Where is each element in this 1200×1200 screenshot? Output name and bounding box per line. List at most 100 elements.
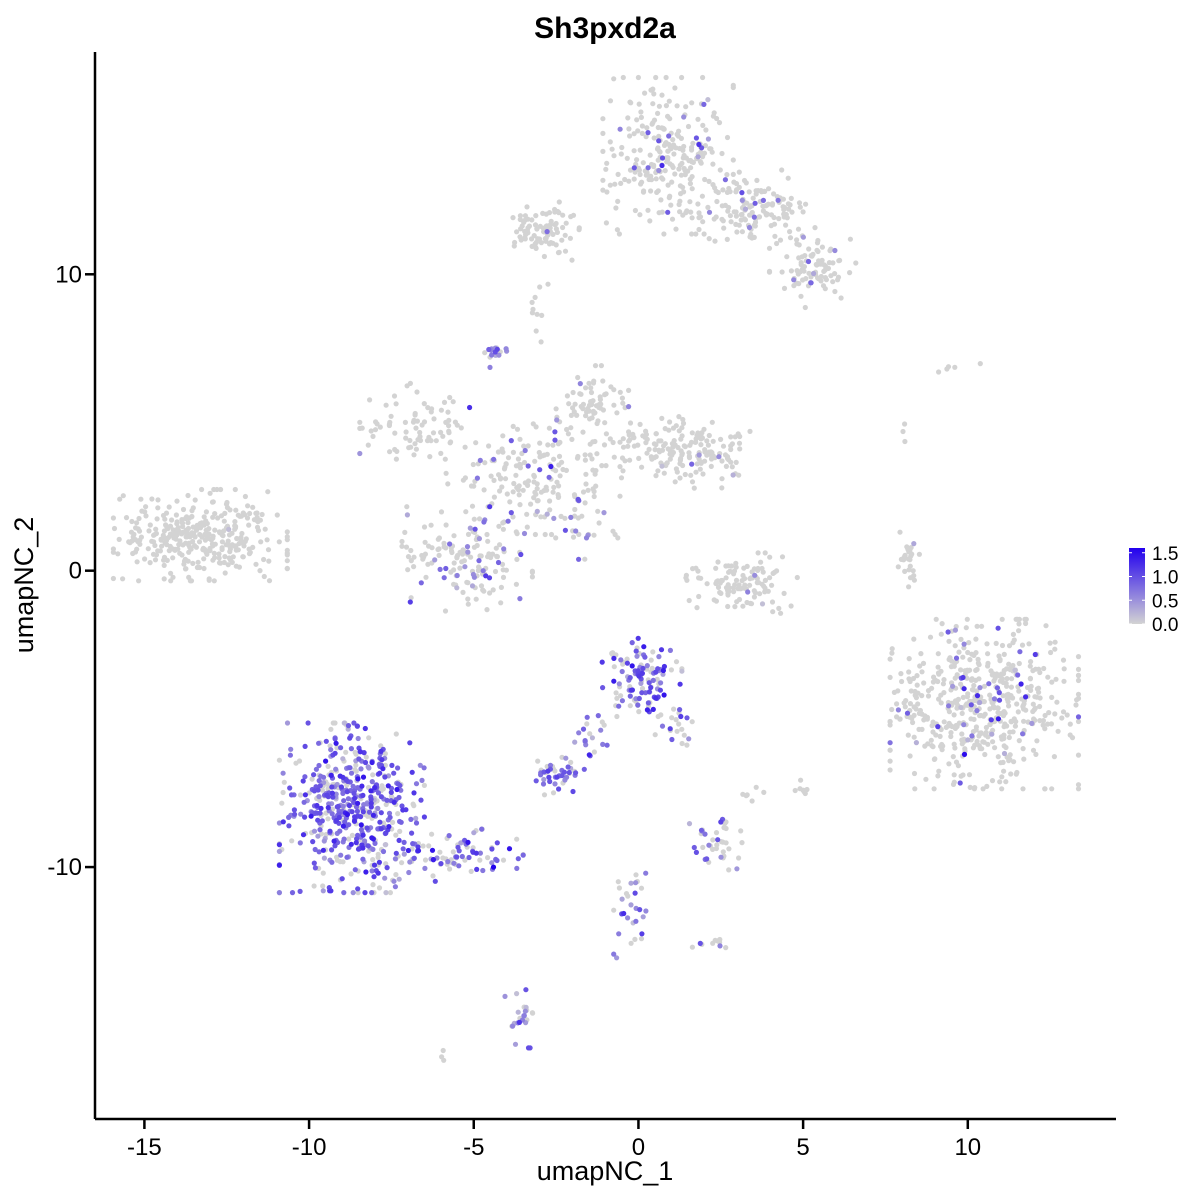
cell-point — [507, 499, 513, 505]
cell-point — [775, 197, 781, 203]
cell-point — [435, 546, 441, 553]
cell-point — [547, 498, 553, 504]
cell-point — [403, 544, 410, 550]
cell-point — [796, 242, 802, 248]
cell-point — [686, 821, 693, 827]
cell-point — [458, 425, 464, 431]
cell-point — [974, 738, 980, 745]
cell-point — [291, 807, 297, 813]
cell-point — [438, 509, 445, 515]
cell-point — [340, 756, 346, 762]
cell-point — [411, 790, 417, 796]
cell-point — [689, 174, 695, 180]
cell-point — [297, 792, 304, 798]
cell-point — [564, 774, 570, 780]
cell-point — [321, 780, 327, 786]
cell-point — [383, 890, 389, 896]
cell-point — [554, 774, 560, 780]
cell-point — [589, 735, 596, 741]
cell-point — [687, 442, 693, 448]
cell-point — [799, 254, 805, 260]
cell-point — [117, 496, 123, 502]
cell-point — [627, 457, 633, 463]
cell-point — [655, 110, 661, 116]
cell-point — [284, 550, 290, 556]
cell-point — [653, 669, 659, 675]
cell-point — [486, 443, 492, 449]
cell-point — [552, 222, 558, 228]
cell-point — [640, 665, 646, 672]
cell-point — [991, 696, 998, 702]
cell-point — [976, 676, 982, 682]
cell-point — [639, 931, 645, 937]
cell-point — [542, 531, 548, 538]
cell-point — [313, 766, 319, 772]
cell-point — [180, 542, 186, 548]
cell-point — [523, 987, 529, 993]
cell-point — [1074, 697, 1080, 703]
cell-point — [1064, 712, 1070, 718]
cell-point — [617, 493, 623, 499]
cell-point — [560, 466, 566, 473]
cell-point — [522, 1008, 529, 1014]
cell-point — [552, 429, 558, 435]
cell-point — [617, 439, 623, 445]
cell-point — [800, 209, 806, 215]
cell-point — [611, 454, 617, 460]
cell-point — [726, 867, 732, 873]
cell-point — [147, 522, 153, 528]
cell-point — [988, 717, 994, 723]
cell-point — [224, 505, 231, 511]
cell-point — [408, 595, 414, 601]
cell-point — [182, 566, 189, 572]
cell-point — [705, 204, 711, 210]
cell-point — [710, 182, 716, 188]
cell-point — [662, 168, 668, 174]
cell-point — [755, 550, 761, 556]
cell-point — [368, 800, 374, 806]
cell-point — [638, 114, 645, 120]
cell-point — [952, 660, 958, 666]
cell-point — [500, 526, 506, 532]
cell-point — [918, 651, 924, 657]
cell-point — [1075, 654, 1082, 660]
cell-point — [346, 836, 352, 842]
cell-point — [1033, 751, 1039, 758]
cell-point — [503, 346, 509, 352]
cell-point — [595, 418, 601, 424]
cell-point — [473, 596, 479, 602]
chart-title: Sh3pxd2a — [534, 12, 676, 45]
cell-point — [514, 485, 520, 491]
cell-point — [728, 446, 734, 453]
cell-point — [614, 410, 620, 416]
cell-point — [567, 235, 574, 241]
cell-point — [242, 493, 248, 500]
cell-point — [582, 457, 589, 463]
cell-point — [966, 772, 973, 778]
cell-point — [1016, 660, 1022, 667]
cell-point — [496, 523, 502, 529]
cell-point — [476, 566, 482, 572]
cell-point — [689, 100, 695, 106]
cell-point — [762, 585, 768, 591]
cell-point — [939, 621, 945, 627]
cell-point — [1049, 786, 1055, 792]
cell-point — [556, 786, 562, 792]
cell-point — [235, 547, 241, 553]
cell-point — [491, 477, 497, 483]
cell-point — [302, 792, 308, 798]
cell-point — [806, 270, 812, 276]
cell-point — [296, 758, 303, 764]
cell-point — [393, 850, 399, 856]
cell-point — [554, 417, 560, 423]
cell-point — [338, 745, 344, 751]
cell-point — [669, 179, 675, 185]
cell-point — [736, 582, 742, 588]
cell-point — [327, 828, 333, 834]
cell-point — [553, 535, 559, 541]
cell-point — [1008, 719, 1014, 725]
cell-point — [325, 763, 331, 770]
cell-point — [517, 502, 523, 508]
cell-point — [683, 210, 689, 216]
cell-point — [996, 690, 1002, 696]
